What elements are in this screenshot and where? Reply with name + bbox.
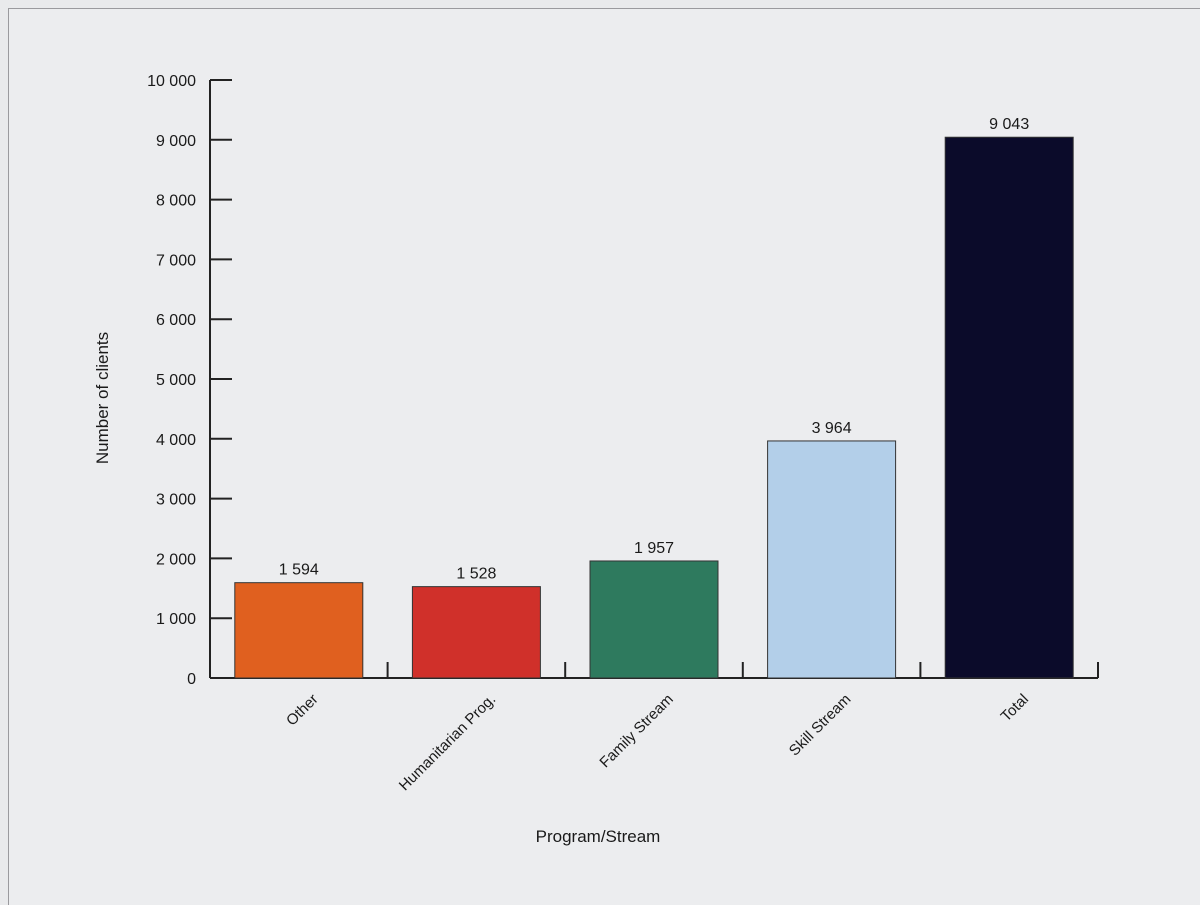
y-tick-label: 10 000 bbox=[147, 73, 196, 90]
y-axis-title: Number of clients bbox=[93, 332, 112, 464]
bar bbox=[589, 560, 719, 679]
bar-value-label: 1 957 bbox=[634, 540, 674, 557]
x-tick-label: Other bbox=[283, 691, 322, 730]
y-tick-label: 2 000 bbox=[156, 551, 196, 568]
y-tick-label: 5 000 bbox=[156, 372, 196, 389]
x-tick-label: Skill Stream bbox=[786, 691, 855, 760]
bar-value-label: 1 594 bbox=[279, 562, 319, 579]
x-tick-label: Total bbox=[998, 691, 1032, 725]
bar bbox=[944, 136, 1074, 679]
bar bbox=[234, 582, 364, 679]
x-axis: Other Humanitarian Prog. Family Stream Skil… bbox=[209, 662, 1099, 794]
bar bbox=[411, 586, 541, 679]
y-tick-label: 8 000 bbox=[156, 193, 196, 210]
bars bbox=[234, 136, 1074, 679]
bar-value-label: 9 043 bbox=[989, 116, 1029, 133]
y-tick-label: 6 000 bbox=[156, 312, 196, 329]
y-tick-label: 1 000 bbox=[156, 611, 196, 628]
y-tick-label: 3 000 bbox=[156, 492, 196, 509]
x-tick-label: Humanitarian Prog. bbox=[396, 691, 499, 794]
y-tick-label: 4 000 bbox=[156, 432, 196, 449]
bar bbox=[767, 440, 897, 679]
data-labels: 1 594 1 528 1 957 3 964 9 043 bbox=[279, 116, 1030, 582]
y-tick-label: 7 000 bbox=[156, 252, 196, 269]
x-axis-title: Program/Stream bbox=[536, 827, 661, 846]
bar-value-label: 3 964 bbox=[812, 420, 852, 437]
y-axis: 0 1 000 2 000 3 000 4 000 5 000 6 000 7 000 8 00… bbox=[147, 73, 232, 688]
bar-value-label: 1 528 bbox=[456, 566, 496, 583]
y-tick-label: 0 bbox=[187, 671, 196, 688]
y-tick-label: 9 000 bbox=[156, 133, 196, 150]
x-tick-label: Family Stream bbox=[596, 691, 676, 771]
